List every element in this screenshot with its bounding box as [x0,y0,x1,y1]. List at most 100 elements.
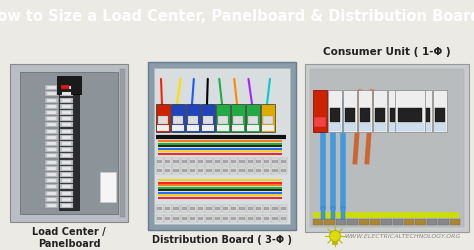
Bar [272,205,279,212]
Bar [60,178,73,184]
Bar [223,169,228,172]
Bar [223,160,228,163]
Bar [154,69,290,224]
Bar [47,142,56,145]
Bar [231,169,237,172]
Bar [281,217,286,220]
Circle shape [329,230,340,241]
Bar [62,99,71,102]
Bar [330,108,340,122]
Bar [60,197,73,202]
FancyArrow shape [321,207,325,219]
Bar [222,205,230,212]
Bar [248,160,253,163]
Bar [60,92,73,97]
Bar [203,116,213,124]
Bar [62,93,71,96]
Bar [60,166,73,171]
Bar [47,161,56,164]
Bar [60,104,73,109]
Bar [313,90,327,132]
Bar [173,116,183,124]
Bar [187,126,199,132]
Bar [60,203,73,208]
Bar [47,155,56,158]
Bar [207,217,212,220]
Bar [272,215,279,222]
Bar [190,169,195,172]
Bar [45,110,58,116]
Bar [214,158,221,165]
Bar [248,116,258,124]
Bar [232,126,244,132]
Bar [230,158,238,165]
Bar [324,219,335,225]
Bar [62,186,71,188]
Bar [47,99,56,102]
Bar [256,207,261,210]
Bar [373,90,387,132]
Bar [238,158,246,165]
Bar [197,158,205,165]
Bar [60,160,73,165]
Bar [197,215,205,222]
Bar [247,167,255,174]
Bar [120,70,125,217]
Bar [62,204,71,207]
Bar [148,63,296,230]
Bar [435,108,445,122]
Bar [173,169,179,172]
Bar [189,167,197,174]
Bar [223,207,228,210]
Bar [45,185,58,190]
Bar [273,169,278,172]
Bar [164,167,172,174]
Bar [189,215,197,222]
Bar [206,205,213,212]
Bar [171,104,185,132]
Bar [173,217,179,220]
Bar [201,104,215,132]
Bar [47,112,56,114]
Bar [214,215,221,222]
Bar [392,219,403,225]
Bar [404,219,414,225]
Bar [263,167,271,174]
Bar [230,215,238,222]
Bar [215,217,220,220]
Text: Load Center /
Panelboard: Load Center / Panelboard [32,226,106,248]
Bar [280,215,288,222]
Bar [418,90,432,132]
Bar [172,126,184,132]
Bar [60,148,73,152]
Bar [100,172,116,202]
Bar [156,215,164,222]
Bar [313,219,323,225]
Bar [45,148,58,152]
Bar [189,205,197,212]
Bar [59,80,79,210]
Bar [47,180,56,182]
Bar [381,219,392,225]
Bar [157,207,162,210]
Bar [247,126,259,132]
Bar [438,219,448,225]
Bar [60,86,73,91]
Bar [262,126,274,132]
Bar [273,160,278,163]
Bar [188,116,198,124]
Bar [173,167,180,174]
Bar [165,217,171,220]
Text: How to Size a Load Center, Panelboard & Distribution Board?: How to Size a Load Center, Panelboard & … [0,10,474,24]
Bar [206,167,213,174]
Bar [45,86,58,91]
Bar [273,207,278,210]
Bar [45,178,58,184]
Text: WWW.ELECTRICALTECHNOLOGY.ORG: WWW.ELECTRICALTECHNOLOGY.ORG [344,234,460,238]
Bar [238,215,246,222]
Bar [207,207,212,210]
Bar [182,169,187,172]
Bar [255,205,263,212]
Bar [45,129,58,134]
Bar [389,124,401,132]
